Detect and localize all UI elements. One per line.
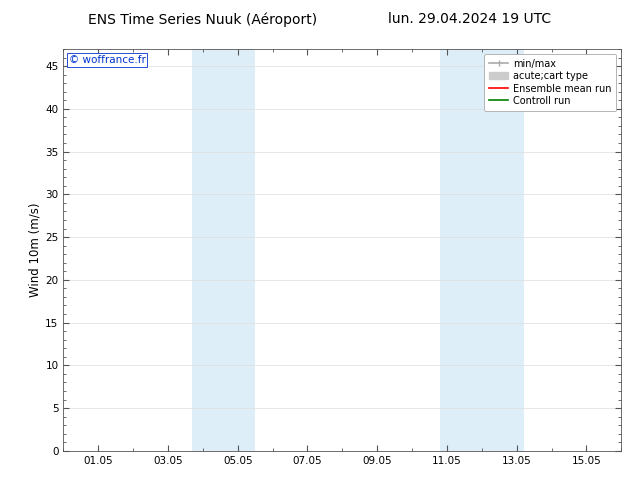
Text: lun. 29.04.2024 19 UTC: lun. 29.04.2024 19 UTC [387,12,551,26]
Bar [193,49,255,451]
Text: ENS Time Series Nuuk (Aéroport): ENS Time Series Nuuk (Aéroport) [88,12,318,27]
Bar [440,49,524,451]
Text: © woffrance.fr: © woffrance.fr [69,55,146,65]
Y-axis label: Wind 10m (m/s): Wind 10m (m/s) [28,203,41,297]
Legend: min/max, acute;cart type, Ensemble mean run, Controll run: min/max, acute;cart type, Ensemble mean … [484,54,616,111]
